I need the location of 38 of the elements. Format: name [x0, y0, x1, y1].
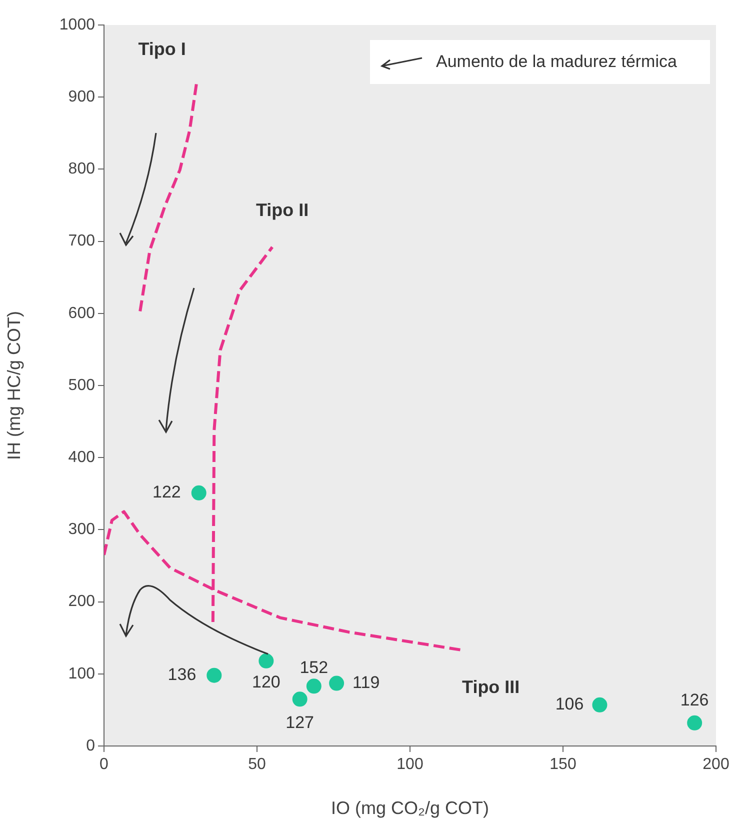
y-tick-label: 300: [68, 521, 96, 538]
y-tick-label: 100: [68, 665, 96, 682]
y-tick-label: 500: [68, 376, 96, 394]
point: [191, 485, 206, 500]
x-tick-label: 50: [248, 756, 266, 774]
point: [258, 653, 274, 668]
y-axis-title: IH (mg HC/g COT): [4, 310, 24, 460]
series-label: Tipo III: [462, 677, 520, 698]
y-tick-label: 400: [68, 449, 96, 466]
annotation: 136: [168, 665, 196, 684]
x-tick-label: 200: [702, 756, 730, 774]
point: [206, 668, 222, 683]
point: [292, 692, 308, 707]
annotation: 120: [252, 672, 280, 692]
y-tick-label: 200: [68, 593, 96, 610]
annotation: 127: [286, 712, 314, 732]
y-tick-label: 0: [86, 737, 96, 754]
x-axis-title: IO (mg CO₂/g COT): [331, 798, 489, 818]
annotation: 119: [352, 672, 380, 692]
y-tick-label: 700: [68, 232, 96, 250]
x-tick-label: 150: [550, 756, 576, 774]
annotation: 152: [300, 658, 328, 677]
annotation: 122: [152, 482, 181, 502]
annotation: 126: [680, 690, 709, 710]
x-tick-label: 100: [396, 756, 424, 774]
x-tick-label: 0: [100, 756, 109, 774]
series-label: Tipo I: [138, 38, 186, 59]
point: [329, 676, 344, 691]
series-label: Tipo II: [256, 200, 309, 220]
annotation: Aumento de la madurez térmica: [436, 52, 677, 72]
point: [592, 697, 608, 712]
y-tick-label: 900: [68, 88, 96, 106]
y-tick-label: 1000: [59, 16, 96, 34]
y-tick-label: 800: [68, 160, 96, 178]
y-tick-label: 600: [68, 304, 96, 322]
annotation: 106: [555, 694, 584, 714]
point: [306, 678, 322, 694]
point: [687, 715, 702, 730]
